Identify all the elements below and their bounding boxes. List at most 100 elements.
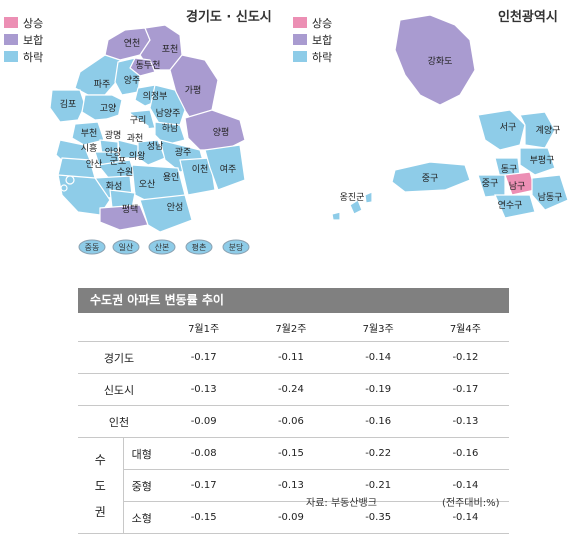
region-ganghwa xyxy=(394,14,476,106)
svg-text:가평: 가평 xyxy=(185,85,202,96)
region-anseong xyxy=(139,194,193,233)
table-cell: -0.15 xyxy=(160,501,248,534)
table-cell: -0.24 xyxy=(247,373,335,406)
svg-text:계양구: 계양구 xyxy=(536,124,561,136)
region-yeonsu xyxy=(494,194,536,219)
legend-item-fall: 하락 xyxy=(293,48,332,65)
legend-swatch-rise xyxy=(4,17,18,28)
svg-text:강화도: 강화도 xyxy=(428,56,453,67)
svg-text:시흥: 시흥 xyxy=(81,142,98,154)
svg-text:중구: 중구 xyxy=(422,173,439,184)
new-town-labels: 중동 일산 산본 평촌 분당 xyxy=(85,242,244,252)
svg-text:오산: 오산 xyxy=(139,179,156,190)
legend-item-rise: 상승 xyxy=(4,14,43,31)
svg-text:평촌: 평촌 xyxy=(192,242,207,252)
table-cell: -0.16 xyxy=(334,405,422,438)
legend-item-flat: 보합 xyxy=(4,31,43,48)
svg-text:분당: 분당 xyxy=(229,242,244,252)
legend-swatch-flat xyxy=(4,34,18,45)
incheon-map xyxy=(331,14,569,221)
svg-text:산본: 산본 xyxy=(155,242,170,252)
svg-text:김포: 김포 xyxy=(60,98,77,110)
svg-text:일산: 일산 xyxy=(119,242,134,252)
svg-text:중동: 중동 xyxy=(85,243,100,252)
table-cell: -0.22 xyxy=(334,437,422,470)
svg-text:이천: 이천 xyxy=(192,164,209,175)
legend-item-fall: 하락 xyxy=(4,48,43,65)
table-cell: -0.15 xyxy=(247,437,335,470)
svg-text:수원: 수원 xyxy=(117,167,134,178)
region-seogu xyxy=(477,109,526,151)
table-cell: -0.17 xyxy=(160,341,248,374)
map-graphics: 연천 포천 동두천 양주 파주 의정부 가평 김포 고양 남양주 구리 하남 양… xyxy=(49,14,569,255)
table-row: 중형 -0.17 -0.13 -0.21 -0.14 xyxy=(78,469,509,502)
incheon-labels: 강화도 서구 계양구 부평구 동구 중구 남구 옹진군 중구 연수구 남동구 xyxy=(340,56,563,211)
table-corner xyxy=(78,313,160,342)
legend-swatch-flat xyxy=(293,34,307,45)
svg-text:고양: 고양 xyxy=(100,103,117,114)
unit-note: (전주대비:%) xyxy=(442,498,500,509)
region-yangpyeong xyxy=(184,109,246,151)
table-cell: -0.13 xyxy=(421,405,509,438)
table-title: 수도권 아파트 변동률 추이 xyxy=(78,288,509,313)
svg-text:남동구: 남동구 xyxy=(538,192,563,203)
table-cell: -0.13 xyxy=(160,373,248,406)
row-label: 경기도 xyxy=(78,341,160,374)
change-rate-table: 7월1주 7월2주 7월3주 7월4주 경기도 -0.17 -0.11 -0.1… xyxy=(78,313,509,534)
svg-text:광명: 광명 xyxy=(105,129,122,141)
svg-text:서구: 서구 xyxy=(500,122,517,133)
svg-text:파주: 파주 xyxy=(94,79,111,90)
svg-text:안양: 안양 xyxy=(105,147,122,158)
svg-text:성남: 성남 xyxy=(147,141,164,152)
coast-island-1 xyxy=(65,175,75,185)
table-cell: -0.06 xyxy=(247,405,335,438)
row-label: 소형 xyxy=(123,501,160,534)
svg-text:포천: 포천 xyxy=(162,44,179,55)
table-cell: -0.08 xyxy=(160,437,248,470)
region-icheon xyxy=(179,157,216,196)
incheon-legend: 상승 보합 하락 xyxy=(293,14,332,65)
table-row: 인천 -0.09 -0.06 -0.16 -0.13 xyxy=(78,405,509,438)
new-town-markers xyxy=(78,239,250,255)
svg-text:양주: 양주 xyxy=(124,75,141,86)
table-cell: -0.13 xyxy=(247,469,335,502)
region-ongjin-small2 xyxy=(331,211,341,221)
svg-text:평택: 평택 xyxy=(122,204,139,215)
svg-text:의왕: 의왕 xyxy=(129,151,146,162)
svg-text:연천: 연천 xyxy=(124,38,141,49)
table-cell: -0.14 xyxy=(334,341,422,374)
table-row: 신도시 -0.13 -0.24 -0.19 -0.17 xyxy=(78,373,509,406)
table-cell: -0.17 xyxy=(160,469,248,502)
svg-text:의정부: 의정부 xyxy=(143,91,168,102)
region-ongjin-small3 xyxy=(364,191,373,204)
svg-text:구리: 구리 xyxy=(130,115,147,126)
region-paju xyxy=(74,54,121,96)
table-cell: -0.09 xyxy=(160,405,248,438)
legend-item-flat: 보합 xyxy=(293,31,332,48)
table-cell: -0.12 xyxy=(421,341,509,374)
svg-text:과천: 과천 xyxy=(127,133,144,144)
region-gimpo xyxy=(49,89,86,123)
column-header: 7월4주 xyxy=(421,313,509,342)
source-note: 자료: 부동산뱅크 xyxy=(306,498,377,509)
table-cell: -0.19 xyxy=(334,373,422,406)
incheon-map-title: 인천광역시 xyxy=(498,10,558,25)
row-label: 인천 xyxy=(78,405,160,438)
table-cell: -0.17 xyxy=(421,373,509,406)
region-seongnam xyxy=(137,139,166,166)
svg-text:안산: 안산 xyxy=(86,159,103,170)
legend-swatch-rise xyxy=(293,17,307,28)
gyeonggi-map xyxy=(49,24,246,233)
column-header: 7월3주 xyxy=(334,313,422,342)
row-label: 중형 xyxy=(123,469,160,502)
legend-item-rise: 상승 xyxy=(293,14,332,31)
svg-text:안성: 안성 xyxy=(167,202,184,213)
region-bucheon xyxy=(71,121,105,146)
svg-text:중구: 중구 xyxy=(482,178,499,189)
region-hanam xyxy=(154,121,186,146)
gyeonggi-legend: 상승 보합 하락 xyxy=(4,14,43,65)
svg-text:옹진군: 옹진군 xyxy=(340,192,365,203)
region-pyeongtaek xyxy=(99,204,149,231)
svg-text:군포: 군포 xyxy=(110,156,127,167)
svg-text:하남: 하남 xyxy=(162,123,179,134)
